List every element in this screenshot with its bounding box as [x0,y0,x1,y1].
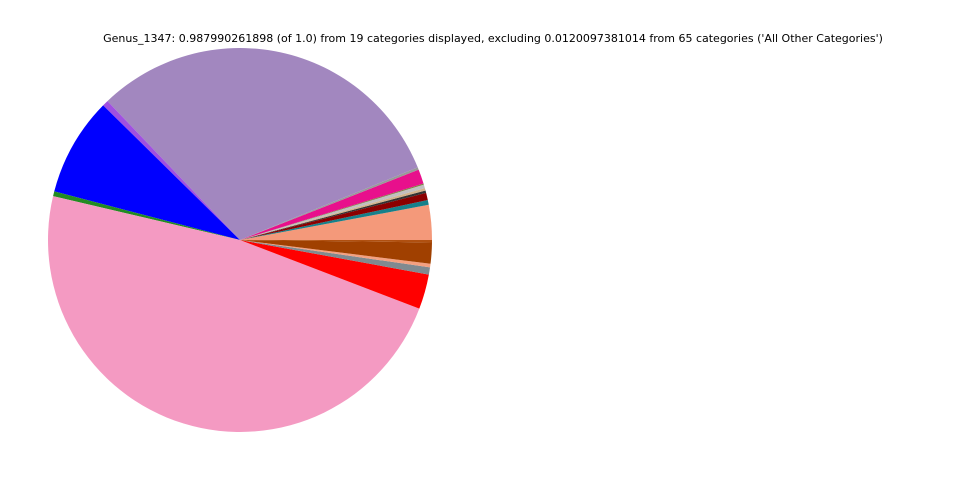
pie-slice [240,167,419,240]
pie-slice [240,240,431,275]
pie-slice [53,191,240,240]
pie-slice [240,240,432,243]
chart-title: Genus_1347: 0.987990261898 (of 1.0) from… [103,32,883,45]
pie-slice [107,47,418,240]
pie-slice [240,204,432,240]
pie-slice [240,169,424,240]
pie-slice [240,240,432,264]
pie-slice [240,240,429,309]
pie-slice [240,188,426,240]
pie-slice [240,240,431,268]
pie-slice [240,183,424,240]
pie-slice [47,196,420,433]
pie-slice [240,200,429,240]
pie-slice [240,190,427,240]
pie-slice [240,184,425,240]
pie-slice [103,101,240,240]
pie-slice [240,192,428,240]
pie-slice [54,105,240,241]
